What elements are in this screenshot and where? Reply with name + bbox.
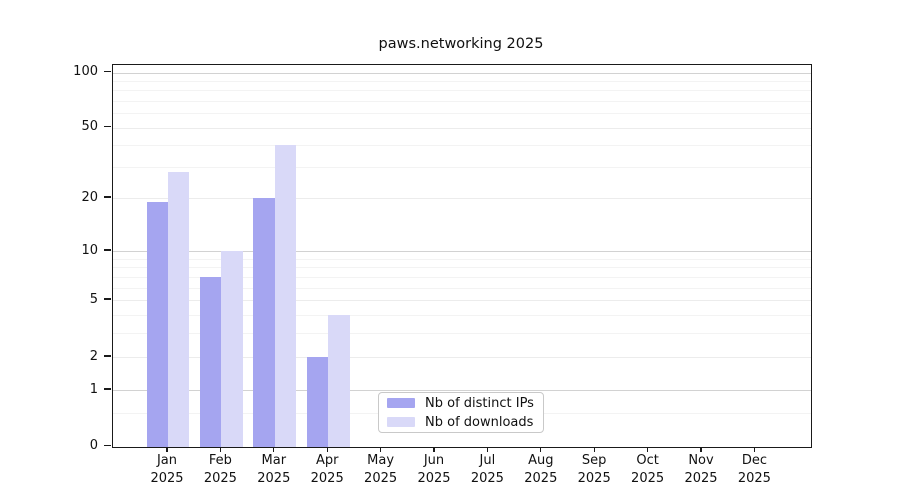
- x-tick-label-jul: Jul 2025: [470, 452, 504, 486]
- gridline: [113, 127, 811, 129]
- gridline: [113, 390, 811, 391]
- x-tick-label-sep: Sep 2025: [577, 452, 611, 486]
- x-tick-mark: [166, 447, 168, 453]
- gridline: [113, 267, 811, 269]
- y-tick-mark: [104, 249, 111, 251]
- x-tick-mark: [753, 447, 756, 453]
- y-tick-label: 20: [81, 189, 98, 205]
- y-tick-mark: [104, 355, 111, 357]
- gridline: [113, 251, 811, 252]
- bar-distinct-ips-feb: [200, 276, 222, 447]
- y-tick-label: 1: [89, 381, 98, 397]
- gridline: [113, 100, 811, 102]
- y-tick-mark: [104, 444, 111, 447]
- gridline: [113, 357, 811, 358]
- bar-downloads-mar: [274, 145, 297, 447]
- x-tick-label-feb: Feb 2025: [203, 452, 237, 486]
- x-tick-mark: [540, 447, 542, 453]
- y-tick-label: 2: [89, 348, 98, 364]
- gridline: [113, 333, 811, 335]
- legend-swatch-downloads: [387, 417, 415, 427]
- x-tick-mark: [433, 447, 435, 453]
- legend-label-downloads: Nb of downloads: [425, 414, 534, 430]
- gridline: [113, 198, 811, 199]
- bar-distinct-ips-apr: [306, 357, 329, 447]
- x-tick-mark: [379, 447, 382, 453]
- y-tick-mark: [104, 70, 111, 73]
- bar-distinct-ips-jan: [146, 202, 168, 447]
- x-tick-label-nov: Nov 2025: [684, 452, 718, 486]
- x-tick-label-jan: Jan 2025: [150, 452, 184, 486]
- bar-downloads-jan: [168, 172, 190, 447]
- gridline: [113, 80, 811, 82]
- legend-label-distinct-ips: Nb of distinct IPs: [425, 395, 534, 411]
- y-tick-mark: [104, 388, 111, 390]
- x-tick-label-oct: Oct 2025: [631, 452, 665, 486]
- y-tick-label: 100: [73, 64, 98, 79]
- y-tick-label: 0: [89, 438, 98, 453]
- gridline: [113, 314, 811, 316]
- x-tick-mark: [219, 447, 222, 453]
- y-tick-mark: [104, 196, 111, 198]
- x-tick-mark: [700, 447, 702, 453]
- bar-downloads-feb: [221, 251, 243, 447]
- legend-item-downloads: Nb of downloads: [387, 415, 543, 430]
- gridline: [113, 113, 811, 115]
- y-tick-label: 10: [81, 242, 98, 258]
- x-tick-label-apr: Apr 2025: [310, 452, 344, 486]
- x-tick-label-dec: Dec 2025: [737, 452, 771, 486]
- gridline: [113, 167, 811, 169]
- gridline: [113, 90, 811, 92]
- x-tick-mark: [486, 447, 489, 453]
- bar-distinct-ips-mar: [253, 198, 275, 447]
- x-tick-mark: [646, 447, 649, 453]
- chart-title: paws.networking 2025: [378, 36, 544, 52]
- gridline: [113, 287, 811, 289]
- legend-item-distinct-ips: Nb of distinct IPs: [387, 396, 543, 411]
- legend-swatch-distinct-ips: [387, 398, 415, 408]
- gridline: [113, 72, 811, 74]
- y-tick-label: 5: [89, 291, 98, 307]
- x-tick-label-aug: Aug 2025: [524, 452, 558, 486]
- x-tick-mark: [273, 447, 275, 453]
- gridline: [113, 300, 811, 301]
- gridline: [113, 144, 811, 146]
- x-tick-mark: [593, 447, 595, 453]
- legend: Nb of distinct IPs Nb of downloads: [378, 392, 544, 433]
- gridline: [113, 276, 811, 278]
- x-tick-label-jun: Jun 2025: [417, 452, 451, 486]
- gridline: [113, 258, 811, 260]
- y-tick-mark: [104, 298, 111, 300]
- y-tick-label: 50: [81, 119, 98, 135]
- x-tick-label-mar: Mar 2025: [257, 452, 291, 486]
- bar-downloads-apr: [328, 315, 350, 447]
- plot-area: [112, 64, 812, 448]
- x-tick-label-may: May 2025: [364, 452, 398, 486]
- y-tick-mark: [104, 126, 111, 128]
- x-tick-mark: [326, 447, 328, 453]
